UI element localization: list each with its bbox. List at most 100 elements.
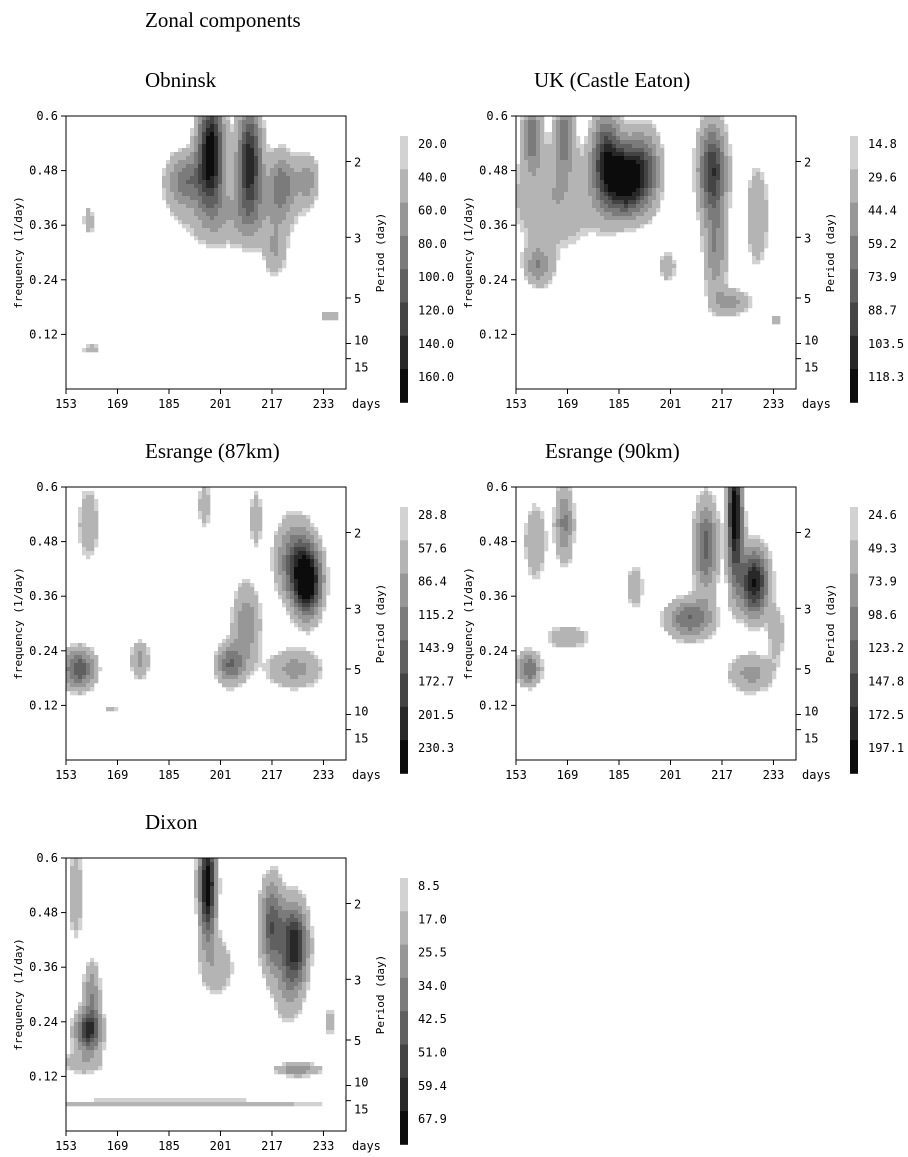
- heatmap-cell: [660, 615, 665, 620]
- heatmap-cell: [640, 168, 645, 173]
- heatmap-cell: [616, 220, 621, 225]
- heatmap-cell: [700, 204, 705, 209]
- heatmap-cell: [246, 136, 251, 141]
- heatmap-cell: [700, 503, 705, 508]
- heatmap-cell: [572, 643, 577, 648]
- heatmap-cell: [298, 172, 303, 177]
- heatmap-cell: [768, 667, 773, 672]
- heatmap-cell: [246, 216, 251, 221]
- heatmap-cell: [596, 144, 601, 149]
- heatmap-cell: [596, 192, 601, 197]
- heatmap-cell: [528, 156, 533, 161]
- heatmap-cell: [756, 543, 761, 548]
- heatmap-cell: [86, 523, 91, 528]
- heatmap-cell: [596, 224, 601, 229]
- heatmap-cell: [576, 192, 581, 197]
- heatmap-cell: [704, 535, 709, 540]
- heatmap-cell: [114, 707, 119, 712]
- heatmap-cell: [548, 264, 553, 269]
- heatmap-cell: [716, 188, 721, 193]
- heatmap-cell: [286, 559, 291, 564]
- heatmap-cell: [700, 232, 705, 237]
- heatmap-cell: [708, 304, 713, 309]
- heatmap-cell: [568, 212, 573, 217]
- heatmap-cell: [584, 168, 589, 173]
- heatmap-cell: [282, 232, 287, 237]
- heatmap-cell: [278, 208, 283, 213]
- heatmap-cell: [648, 180, 653, 185]
- heatmap-cell: [540, 252, 545, 257]
- heatmap-cell: [250, 124, 255, 129]
- heatmap-cell: [278, 547, 283, 552]
- heatmap-cell: [298, 567, 303, 572]
- heatmap-cell: [524, 683, 529, 688]
- heatmap-cell: [138, 671, 143, 676]
- heatmap-cell: [528, 679, 533, 684]
- heatmap-cell: [556, 535, 561, 540]
- heatmap-cell: [278, 587, 283, 592]
- heatmap-cell: [90, 527, 95, 532]
- heatmap-cell: [254, 204, 259, 209]
- heatmap-cell: [708, 515, 713, 520]
- heatmap-cell: [748, 651, 753, 656]
- heatmap-cell: [764, 200, 769, 205]
- heatmap-cell: [90, 519, 95, 524]
- heatmap-cell: [270, 148, 275, 153]
- heatmap-cell: [290, 675, 295, 680]
- heatmap-cell: [290, 559, 295, 564]
- heatmap-cell: [700, 639, 705, 644]
- heatmap-cell: [142, 651, 147, 656]
- heatmap-cell: [520, 204, 525, 209]
- heatmap-cell: [712, 132, 717, 137]
- heatmap-cell: [616, 120, 621, 125]
- heatmap-cell: [712, 595, 717, 600]
- heatmap-cell: [752, 228, 757, 233]
- heatmap-cell: [202, 208, 207, 213]
- heatmap-cell: [178, 216, 183, 221]
- heatmap-cell: [652, 176, 657, 181]
- heatmap-cell: [532, 567, 537, 572]
- heatmap-cell: [568, 627, 573, 632]
- heatmap-cell: [242, 671, 247, 676]
- heatmap-cell: [528, 176, 533, 181]
- heatmap-cell: [238, 220, 243, 225]
- heatmap-cell: [226, 188, 231, 193]
- heatmap-cell: [724, 184, 729, 189]
- heatmap-cell: [556, 503, 561, 508]
- heatmap-cell: [760, 220, 765, 225]
- heatmap-cell: [692, 547, 697, 552]
- heatmap-cell: [608, 192, 613, 197]
- heatmap-cell: [246, 152, 251, 157]
- heatmap-cell: [246, 144, 251, 149]
- heatmap-cell: [202, 511, 207, 516]
- heatmap-cell: [94, 667, 99, 672]
- heatmap-cell: [572, 176, 577, 181]
- heatmap-cell: [250, 627, 255, 632]
- heatmap-cell: [258, 236, 263, 241]
- heatmap-cell: [246, 156, 251, 161]
- heatmap-cell: [720, 264, 725, 269]
- heatmap-cell: [78, 539, 83, 544]
- heatmap-cell: [194, 216, 199, 221]
- heatmap-cell: [214, 196, 219, 201]
- heatmap-cell: [680, 595, 685, 600]
- heatmap-cell: [302, 647, 307, 652]
- heatmap-cell: [532, 571, 537, 576]
- heatmap-cell: [592, 224, 597, 229]
- heatmap-cell: [600, 184, 605, 189]
- heatmap-cell: [588, 208, 593, 213]
- heatmap-cell: [624, 120, 629, 125]
- heatmap-cell: [572, 531, 577, 536]
- heatmap-cell: [262, 236, 267, 241]
- heatmap-cell: [680, 607, 685, 612]
- heatmap-cell: [728, 184, 733, 189]
- heatmap-cell: [760, 615, 765, 620]
- heatmap-cell: [752, 667, 757, 672]
- heatmap-cell: [536, 172, 541, 177]
- heatmap-cell: [720, 280, 725, 285]
- heatmap-cell: [214, 132, 219, 137]
- heatmap-cell: [166, 172, 171, 177]
- heatmap-cell: [214, 176, 219, 181]
- heatmap-cell: [254, 527, 259, 532]
- heatmap-cell: [692, 627, 697, 632]
